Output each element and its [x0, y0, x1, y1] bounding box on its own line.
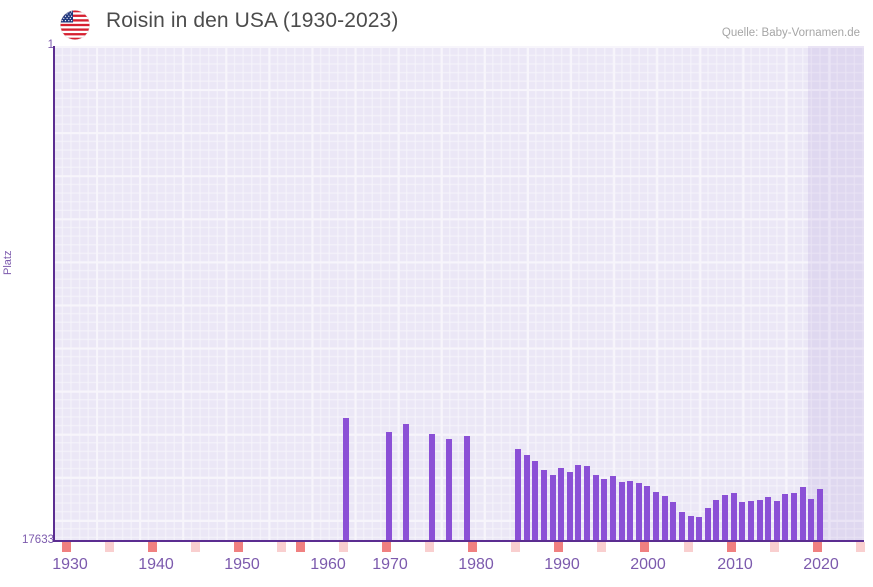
bar[interactable]	[610, 476, 616, 541]
bar[interactable]	[808, 499, 814, 541]
bar[interactable]	[403, 424, 409, 541]
bar[interactable]	[765, 497, 771, 541]
bar[interactable]	[679, 512, 685, 541]
bar[interactable]	[713, 500, 719, 541]
bar[interactable]	[800, 487, 806, 541]
plot-area	[53, 46, 864, 541]
bar[interactable]	[627, 481, 633, 541]
x-axis-tick	[640, 542, 649, 552]
x-axis-tick	[382, 542, 391, 552]
bar[interactable]	[429, 434, 435, 541]
bar[interactable]	[782, 494, 788, 541]
bar[interactable]	[696, 517, 702, 541]
x-axis-tick	[105, 542, 114, 552]
y-axis-bottom-label: 17633	[22, 534, 54, 546]
bar[interactable]	[386, 432, 392, 541]
x-axis-label: 2000	[630, 556, 666, 573]
bar[interactable]	[575, 465, 581, 541]
bar[interactable]	[817, 489, 823, 541]
bar[interactable]	[722, 495, 728, 541]
bar-series	[53, 46, 864, 541]
x-axis-label: 2020	[803, 556, 839, 573]
x-axis-tick	[554, 542, 563, 552]
x-axis-tick	[339, 542, 348, 552]
bar[interactable]	[688, 516, 694, 541]
x-axis-tick	[813, 542, 822, 552]
bar[interactable]	[774, 501, 780, 541]
x-axis-tick	[727, 542, 736, 552]
x-axis-tick	[511, 542, 520, 552]
x-axis-label: 1990	[544, 556, 580, 573]
bar[interactable]	[644, 486, 650, 541]
bar[interactable]	[532, 461, 538, 541]
y-axis-title: Platz	[2, 250, 14, 275]
y-axis-top-label: 1	[47, 39, 54, 51]
bar[interactable]	[619, 482, 625, 541]
x-axis-tick	[148, 542, 157, 552]
bar[interactable]	[653, 492, 659, 541]
page-title: Roisin in den USA (1930-2023)	[106, 9, 399, 32]
bar[interactable]	[601, 479, 607, 541]
bar[interactable]	[705, 508, 711, 541]
x-axis-labels: 1930 1940 1950 1960 1970 1980 1990 2000 2010 2020	[0, 556, 873, 582]
bar[interactable]	[550, 475, 556, 541]
x-axis-label: 1980	[458, 556, 494, 573]
bar[interactable]	[515, 449, 521, 541]
y-axis-line	[53, 46, 55, 542]
x-axis-line	[53, 540, 864, 542]
bar[interactable]	[739, 502, 745, 541]
x-axis-tick	[684, 542, 693, 552]
x-axis-tick	[770, 542, 779, 552]
bar[interactable]	[541, 470, 547, 541]
chart-header: Roisin in den USA (1930-2023) Quelle: Ba…	[0, 0, 873, 46]
bar[interactable]	[731, 493, 737, 541]
x-axis-label: 1950	[224, 556, 260, 573]
x-axis-label: 1940	[138, 556, 174, 573]
x-axis-label: 1970	[372, 556, 408, 573]
bar[interactable]	[567, 472, 573, 541]
bar[interactable]	[343, 418, 349, 541]
bar[interactable]	[524, 455, 530, 541]
bar[interactable]	[748, 501, 754, 541]
source-attribution: Quelle: Baby-Vornamen.de	[721, 27, 860, 39]
x-axis-tick	[62, 542, 71, 552]
x-axis-tick	[234, 542, 243, 552]
x-axis-tick	[856, 542, 865, 552]
bar[interactable]	[662, 496, 668, 541]
bar[interactable]	[757, 500, 763, 541]
bar[interactable]	[584, 466, 590, 541]
bar[interactable]	[593, 475, 599, 541]
x-axis-tick	[296, 542, 305, 552]
bar[interactable]	[791, 493, 797, 541]
bar[interactable]	[636, 483, 642, 541]
x-axis-label: 1960	[310, 556, 346, 573]
x-axis-tick	[277, 542, 286, 552]
x-axis-tick	[468, 542, 477, 552]
x-axis-label: 2010	[717, 556, 753, 573]
bar[interactable]	[446, 439, 452, 541]
bar[interactable]	[464, 436, 470, 541]
x-axis-tick	[191, 542, 200, 552]
bar[interactable]	[670, 502, 676, 541]
x-axis-ticks	[0, 542, 873, 554]
x-axis-label: 1930	[52, 556, 88, 573]
grid-lines	[53, 46, 864, 541]
x-axis-tick	[597, 542, 606, 552]
us-flag-icon	[60, 10, 90, 40]
x-axis-tick	[425, 542, 434, 552]
bar[interactable]	[558, 468, 564, 541]
